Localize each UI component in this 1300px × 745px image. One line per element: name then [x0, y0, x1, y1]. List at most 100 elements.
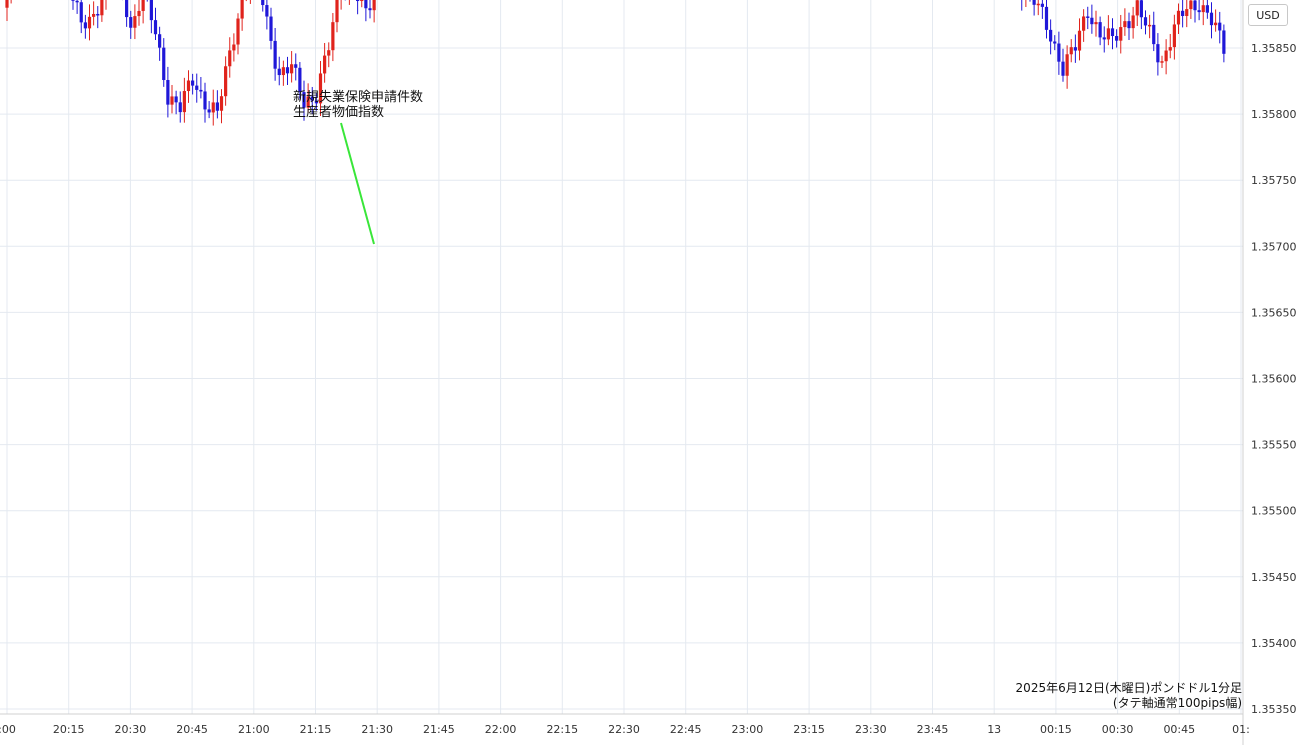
candle-body	[71, 0, 75, 1]
candle-body	[1065, 54, 1069, 76]
candle-body	[125, 0, 129, 18]
y-tick-label: 1.35800	[1251, 108, 1297, 121]
x-tick-label: 20:30	[115, 723, 147, 736]
x-tick-label: 23:45	[917, 723, 949, 736]
candle-body	[166, 80, 170, 105]
candle-body	[215, 102, 219, 111]
x-tick-label: 23:30	[855, 723, 887, 736]
candle-body	[1168, 47, 1172, 51]
candle-body	[1057, 43, 1061, 62]
x-tick-label: 00:15	[1040, 723, 1072, 736]
candle-body	[306, 96, 310, 108]
y-tick-label: 1.35450	[1251, 571, 1297, 584]
candle-body	[1069, 47, 1073, 55]
x-tick-label: 13	[987, 723, 1001, 736]
x-tick-label: :00	[0, 723, 16, 736]
candle-body	[191, 80, 195, 86]
y-tick-label: 1.35650	[1251, 306, 1297, 319]
y-tick-label: 1.35750	[1251, 174, 1297, 187]
candle-body	[232, 44, 236, 51]
candle-body	[290, 64, 294, 74]
x-axis-ticks: :00 20:15 20:30 20:45 21:00 21:15 21:30 21:45 22…	[0, 723, 1250, 736]
caption-line-2: (タテ軸通常100pips幅)	[1112, 696, 1242, 710]
candle-body	[1197, 10, 1201, 13]
candle-body	[1127, 21, 1131, 29]
candle-body	[203, 91, 207, 110]
candle-body	[1131, 15, 1135, 29]
y-tick-label: 1.35850	[1251, 42, 1297, 55]
candle-body	[1032, 0, 1036, 5]
chart-caption: 2025年6月12日(木曜日)ポンドドル1分足 (タテ軸通常100pips幅)	[1016, 681, 1242, 711]
candle-body	[1086, 16, 1090, 18]
candle-body	[137, 10, 141, 17]
y-tick-label: 1.35700	[1251, 240, 1297, 253]
candle-body	[1090, 17, 1094, 25]
candle-body	[1036, 3, 1040, 6]
candle-body	[265, 5, 269, 17]
candle-body	[314, 100, 318, 104]
x-tick-label: 20:45	[176, 723, 208, 736]
candle-body	[162, 47, 166, 81]
candle-body	[269, 16, 273, 41]
candle-body	[302, 92, 306, 108]
candle-body	[1156, 44, 1160, 63]
candle-body	[1201, 5, 1205, 13]
candle-body	[1222, 30, 1226, 54]
x-tick-label: 23:00	[732, 723, 764, 736]
candle-body	[158, 34, 162, 48]
candle-body	[261, 0, 265, 6]
candle-body	[273, 40, 277, 69]
x-tick-label: 22:45	[670, 723, 702, 736]
candle-body	[1176, 10, 1181, 25]
candle-body	[1172, 24, 1176, 48]
candle-body	[285, 67, 290, 74]
candle-body	[310, 96, 314, 101]
candle-body	[368, 8, 372, 11]
candle-body	[1214, 22, 1218, 26]
candle-body	[182, 91, 186, 113]
candle-body	[1152, 24, 1156, 45]
candle-body	[1148, 24, 1152, 27]
candle-body	[1209, 12, 1214, 26]
candle-body	[79, 2, 83, 23]
candle-body	[1139, 0, 1143, 18]
x-tick-label: 00:30	[1102, 723, 1134, 736]
candle-body	[1106, 28, 1110, 40]
candle-body	[331, 22, 335, 51]
candle-body	[199, 89, 203, 92]
candle-body	[195, 85, 199, 90]
candle-body	[323, 55, 327, 74]
candle-body	[1073, 47, 1077, 51]
x-tick-label: 20:15	[53, 723, 85, 736]
candle-body	[356, 0, 360, 2]
x-tick-label: 00:45	[1163, 723, 1195, 736]
y-axis-ticks: 1.35350 1.35400 1.35450 1.35500 1.35550 1.356…	[1251, 42, 1297, 716]
currency-badge[interactable]: USD	[1248, 4, 1288, 26]
candle-body	[1102, 37, 1106, 40]
candle-body	[298, 67, 302, 93]
candle-body	[1189, 0, 1193, 10]
candle-body	[83, 22, 87, 29]
x-tick-label: 21:30	[361, 723, 393, 736]
annotation-pointer-line	[340, 122, 375, 245]
candle-body	[178, 102, 182, 113]
candle-body	[318, 73, 323, 104]
candle-body	[281, 67, 285, 76]
y-tick-label: 1.35500	[1251, 505, 1297, 518]
annotation-line-1: 新規失業保険申請件数	[293, 90, 424, 105]
candle-body	[219, 96, 224, 111]
caption-line-1: 2025年6月12日(木曜日)ポンドドル1分足	[1015, 681, 1242, 695]
candle-body	[1077, 30, 1082, 51]
candle-body	[1040, 3, 1044, 7]
candle-body	[92, 13, 96, 17]
candle-body	[170, 96, 174, 105]
y-tick-label: 1.35400	[1251, 637, 1297, 650]
x-tick-label: 22:15	[546, 723, 578, 736]
candle-body	[1110, 28, 1115, 37]
x-tick-label: 21:15	[300, 723, 332, 736]
candle-body	[294, 64, 298, 68]
candle-body	[1193, 0, 1197, 11]
candle-body	[129, 17, 133, 28]
candle-body	[149, 0, 153, 21]
